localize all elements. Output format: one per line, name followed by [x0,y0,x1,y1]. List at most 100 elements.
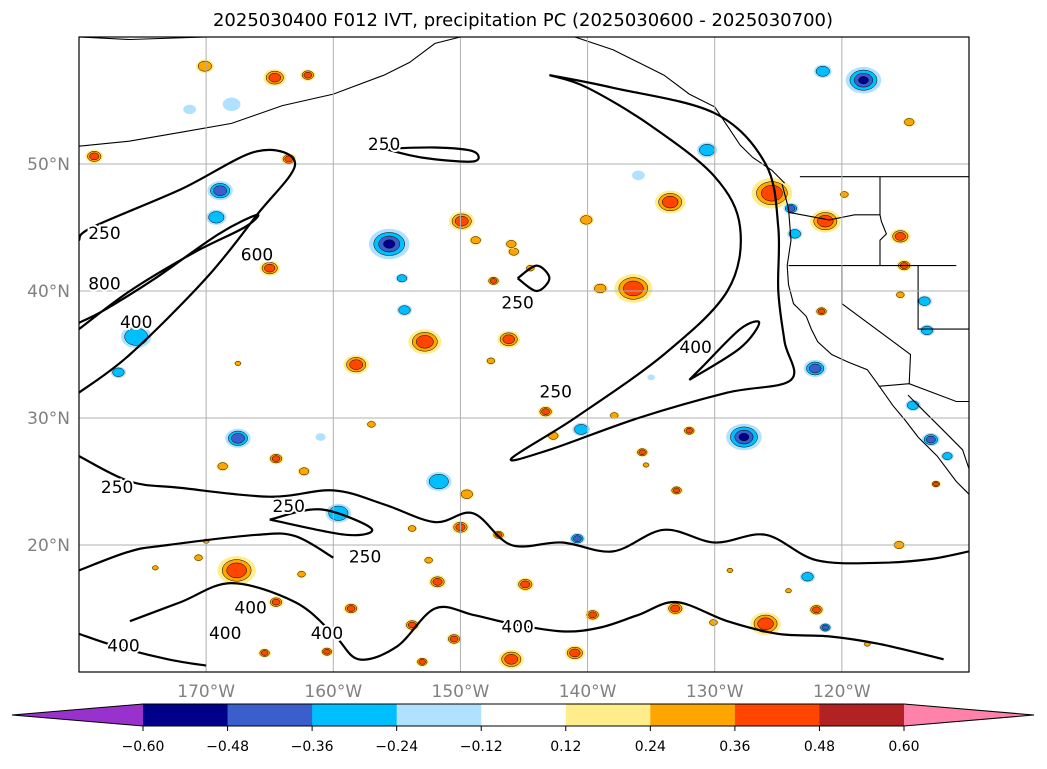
precip-patch [258,648,271,658]
precip-patch [670,485,683,496]
contour-label: 250 [368,135,400,155]
ivt-contour-250 [269,508,374,537]
contour-label: 250 [88,224,120,244]
precip-patch [578,214,594,226]
precip-patch-ring [449,635,459,643]
precip-patch [183,104,196,115]
colorbar-bin [481,704,567,726]
y-axis-ticks: 20°N 30°N 40°N 50°N [27,155,70,556]
colorbar-bin [565,704,651,726]
precip-patch [225,428,251,448]
precip-patch [396,304,413,316]
colorbar-tick-label: 0.24 [635,739,666,755]
ivt-contour-400 [79,213,260,330]
precip-patch [632,170,645,181]
precip-patch-ring [580,215,593,225]
precip-patch [207,181,233,201]
plot-frame [78,36,970,673]
precip-patch-ring [757,617,774,630]
precip-patch [217,556,256,585]
precip-patch [916,295,933,307]
precip-patch [799,571,816,583]
precip-patch [498,649,524,669]
precip-patch-ring [303,71,313,79]
precip-patch-ring [815,65,830,77]
precip-patch-ring [454,215,469,227]
precip-patch-ring [788,229,801,239]
precip-patch [537,405,554,418]
precip-patch-ring [407,525,417,532]
precip-patch [919,324,935,337]
precip-patch-ring [858,76,869,85]
precip-patch-ring [396,274,408,283]
precip-patch-ring [504,654,519,665]
precip-patch [666,601,685,616]
x-tick-label: 130°W [686,682,744,702]
precip-patch-ring [588,611,597,619]
precip-patch-ring [271,455,281,462]
precip-patch-ring [183,104,196,115]
ivt-contour-250 [79,532,334,572]
precip-patch-ring [415,335,434,349]
y-tick-label: 30°N [27,409,70,429]
precip-patch-ring [297,571,306,578]
precip-patch-ring [662,195,679,209]
precip-patch [259,260,280,276]
coastline-segment [907,394,969,469]
precip-patch [890,228,911,245]
precip-patch-ring [486,357,496,364]
precip-patch-ring [222,97,241,111]
precip-patch-ring [801,572,814,582]
precip-patch [296,570,307,579]
precip-patch-ring [670,604,681,613]
precip-patch [708,618,719,627]
colorbar-tick-label: −0.12 [460,739,503,755]
contour-label: 400 [501,618,533,638]
colorbar: −0.60 −0.48 −0.36 −0.24 −0.12 0.12 0.24 0.36 0.4… [11,703,1035,755]
precip-patch [110,366,127,378]
colorbar-tick-label: 0.36 [719,739,750,755]
precip-patch-ring [699,143,716,157]
precip-patch [485,357,497,365]
precip-patch-ring [642,462,650,468]
precip-patch-ring [623,280,644,297]
colorbar-tick-label: 0.48 [804,739,835,755]
precip-patch [516,577,535,592]
precip-patch [85,149,104,164]
precip-patch-ring [508,247,519,256]
precip-patch-ring [904,118,915,126]
precip-patch-ring [470,236,481,245]
precip-patch-ring [398,305,411,315]
precip-patch-ring [298,467,310,476]
precip-patch [315,433,326,441]
precip-patch [845,66,882,94]
precip-patch [810,209,841,233]
precip-patch [428,575,447,589]
x-tick-label: 140°W [559,682,617,702]
precip-patch [459,488,475,500]
precip-patch-ring [112,367,125,377]
precip-patch-ring [808,363,822,374]
precip-patch-ring [541,408,550,415]
precip-patch-ring [226,562,247,579]
precip-patch-ring [812,606,821,613]
precip-patch-ring [925,435,936,444]
contour-label: 800 [88,275,120,295]
precip-patch-ring [610,412,619,419]
plot-background [79,37,969,672]
ivt-contour-400 [688,320,761,381]
precip-patch-ring [726,567,734,573]
precip-patch [839,190,850,199]
precip-patch [902,117,916,127]
precip-patch [726,423,762,451]
precip-patch [818,622,832,633]
precip-patch [941,451,954,461]
precip-patch [263,69,287,87]
precip-patch [783,202,799,215]
precip-patch-ring [647,374,655,381]
precip-patch-ring [918,296,931,306]
precip-patch-ring [268,72,282,83]
precip-patch-ring [933,481,939,487]
contour-label: 400 [234,599,266,619]
